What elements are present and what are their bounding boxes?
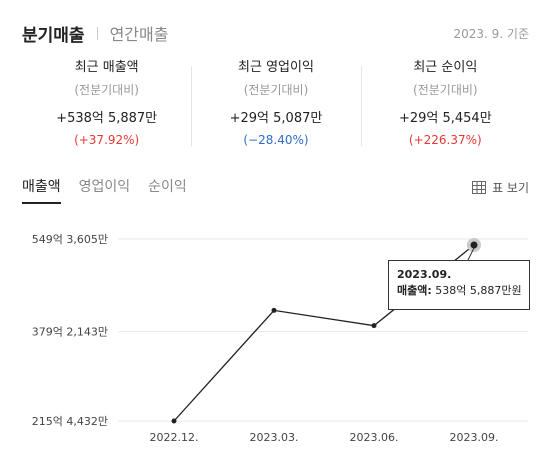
summary-panel: 최근 매출액 (전분기대비) +538억 5,887만 (+37.92%) 최근… bbox=[22, 58, 530, 152]
tooltip-line: 매출액: 538억 5,887만원 bbox=[397, 283, 522, 299]
summary-title: 최근 매출액 bbox=[74, 60, 139, 75]
summary-net-income: 최근 순이익 (전분기대비) +29억 5,454만 (+226.37%) bbox=[360, 58, 530, 152]
chart-tooltip: 2023.09. 매출액: 538억 5,887만원 bbox=[388, 260, 530, 310]
table-view-label: 표 보기 bbox=[492, 181, 529, 195]
summary-sub: (전분기대비) bbox=[243, 83, 309, 97]
x-axis-labels: 2022.12. 2023.03. 2023.06. 2023.09. bbox=[150, 431, 499, 444]
data-point bbox=[271, 307, 277, 313]
y-tick-label: 549억 3,605만 bbox=[32, 233, 108, 246]
x-tick-label: 2022.12. bbox=[150, 431, 199, 444]
x-tick-label: 2023.09. bbox=[450, 431, 499, 444]
tab-quarterly-revenue[interactable]: 분기매출 bbox=[22, 25, 85, 46]
tab-annual-revenue[interactable]: 연간매출 bbox=[109, 25, 169, 44]
summary-change: (+226.37%) bbox=[408, 133, 482, 147]
chart-tabs: 매출액 영업이익 순이익 표 보기 bbox=[22, 176, 529, 206]
table-view-button[interactable]: 표 보기 bbox=[472, 179, 529, 196]
tooltip-connector bbox=[467, 247, 475, 261]
tab-net-income[interactable]: 순이익 bbox=[148, 179, 187, 195]
summary-change: (+37.92%) bbox=[74, 133, 140, 147]
tooltip-label: 매출액: bbox=[397, 284, 432, 297]
revenue-line-chart: 215억 4,432만 379억 2,143만 549억 3,605만 2022.1… bbox=[32, 233, 528, 444]
y-axis-labels: 215억 4,432만 379억 2,143만 549억 3,605만 bbox=[32, 233, 108, 428]
tooltip-date: 2023.09. bbox=[397, 268, 452, 281]
summary-value: +29억 5,087만 bbox=[229, 111, 323, 126]
x-tick-label: 2023.06. bbox=[350, 431, 399, 444]
date-basis: 2023. 9. 기준 bbox=[453, 26, 529, 41]
data-points bbox=[171, 237, 481, 424]
tab-revenue[interactable]: 매출액 bbox=[22, 176, 61, 204]
summary-sub: (전분기대비) bbox=[413, 83, 478, 97]
data-point-highlighted bbox=[470, 241, 478, 249]
tab-operating-profit[interactable]: 영업이익 bbox=[78, 179, 131, 195]
header: 분기매출 연간매출 2023. 9. 기준 bbox=[22, 20, 529, 46]
summary-title: 최근 순이익 bbox=[413, 60, 478, 75]
summary-value: +538억 5,887만 bbox=[56, 111, 158, 126]
summary-sub: (전분기대비) bbox=[74, 83, 139, 97]
summary-value: +29억 5,454만 bbox=[398, 111, 492, 126]
data-point bbox=[371, 323, 377, 329]
summary-operating-profit: 최근 영업이익 (전분기대비) +29억 5,087만 (−28.40%) bbox=[191, 58, 360, 152]
tab-divider bbox=[96, 26, 98, 40]
tooltip-value: 538억 5,887만원 bbox=[435, 284, 522, 297]
summary-title: 최근 영업이익 bbox=[238, 60, 314, 75]
y-tick-label: 379억 2,143만 bbox=[32, 326, 108, 339]
grid-layer bbox=[118, 238, 528, 422]
y-tick-label: 215억 4,432만 bbox=[32, 415, 108, 428]
summary-revenue: 최근 매출액 (전분기대비) +538억 5,887만 (+37.92%) bbox=[22, 58, 191, 152]
table-icon bbox=[472, 181, 487, 194]
x-tick-label: 2023.03. bbox=[250, 431, 299, 444]
summary-change: (−28.40%) bbox=[243, 133, 309, 147]
data-point bbox=[171, 418, 177, 424]
